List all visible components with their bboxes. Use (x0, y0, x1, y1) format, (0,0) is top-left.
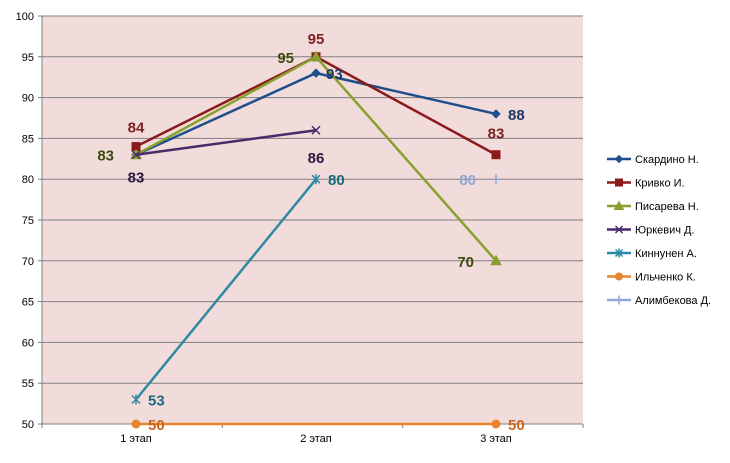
data-label: 83 (128, 170, 145, 187)
legend-marker (614, 295, 624, 305)
x-tick-label: 2 этап (300, 433, 332, 445)
legend: Скардино Н. Кривко И. Писарева Н. Юркевич Д… (602, 145, 724, 315)
legend-entry-label: Юркевич Д. (635, 225, 695, 237)
data-label: 80 (459, 172, 476, 189)
data-label: 53 (148, 393, 165, 410)
data-point (491, 174, 501, 185)
data-point (131, 150, 141, 160)
series-plus (491, 174, 501, 185)
legend-entry-label: Киннунен А. (635, 248, 697, 260)
legend-marker (613, 200, 625, 210)
data-label: 93 (326, 66, 343, 83)
x-tick-label: 3 этап (480, 433, 512, 445)
legend-marker (614, 248, 624, 258)
series-line (135, 178, 317, 401)
data-point (131, 419, 141, 429)
data-labels: 93 88 84 95 83 83 95 70 83 86 53 80 50 50 80 (97, 31, 524, 434)
series-line (135, 129, 317, 156)
y-tick-label: 60 (22, 337, 34, 349)
data-label: 50 (148, 417, 165, 434)
y-tick-label: 70 (22, 256, 34, 268)
legend-marker (615, 272, 623, 281)
y-tick-label: 85 (22, 133, 34, 145)
data-label: 86 (308, 150, 325, 167)
data-point (311, 125, 321, 135)
y-tick-label: 75 (22, 215, 34, 227)
data-label: 80 (328, 172, 345, 189)
legend-entry-label: Писарева Н. (635, 201, 699, 213)
y-tick-label: 55 (22, 378, 34, 390)
data-point (311, 68, 321, 78)
series-star (131, 174, 321, 405)
data-point (311, 174, 321, 185)
series-x (131, 125, 321, 160)
legend-marker (614, 154, 624, 164)
data-label: 83 (488, 126, 505, 143)
data-label: 95 (277, 50, 294, 67)
legend-marker (615, 178, 623, 187)
legend-entry-label: Ильченко К. (635, 272, 696, 284)
data-point (131, 394, 141, 405)
y-tick-label: 50 (22, 419, 34, 431)
legend-entry-label: Скардино Н. (635, 154, 699, 166)
y-tick-label: 90 (22, 93, 34, 105)
data-point (491, 109, 501, 119)
y-tick-label: 95 (22, 52, 34, 64)
x-tick-label: 1 этап (120, 433, 152, 445)
legend-entry-label: Кривко И. (635, 178, 685, 190)
data-point (490, 254, 502, 266)
data-label: 70 (457, 254, 474, 271)
y-tick-label: 80 (22, 174, 34, 186)
data-label: 95 (308, 31, 325, 48)
data-label: 84 (128, 120, 145, 137)
series-circle (131, 419, 501, 429)
data-point (310, 50, 322, 62)
y-tick-label: 100 (16, 11, 34, 23)
data-label: 88 (508, 107, 525, 124)
data-point (491, 150, 501, 160)
series-layer (130, 50, 502, 429)
legend-marker (614, 225, 624, 234)
data-point (491, 419, 501, 429)
data-label: 50 (508, 417, 525, 434)
legend-entry-label: Алимбекова Д. (635, 295, 711, 307)
y-tick-label: 65 (22, 297, 34, 309)
data-label: 83 (97, 148, 114, 165)
